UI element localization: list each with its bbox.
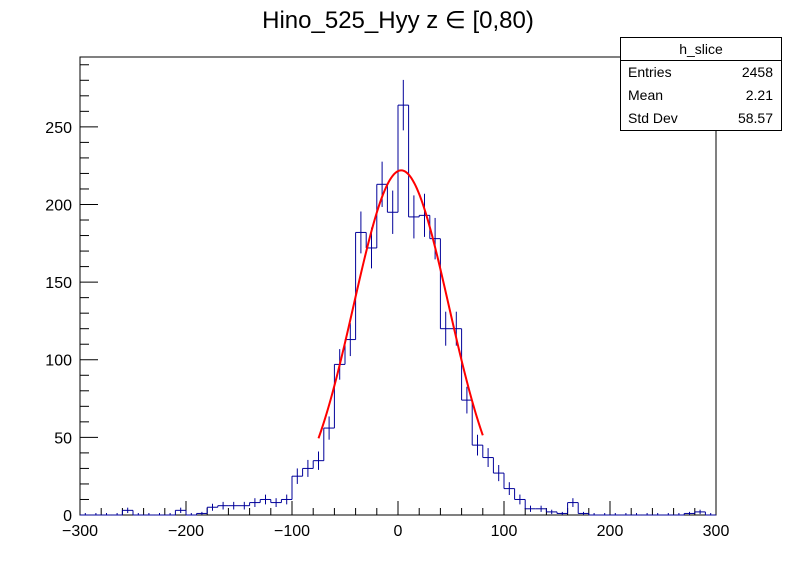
stats-name: h_slice bbox=[621, 38, 781, 61]
chart-title: Hino_525_Hyy z ∈ [0,80) bbox=[262, 7, 534, 34]
histogram-series bbox=[80, 104, 716, 516]
gaussian-fit bbox=[317, 169, 484, 439]
stats-box: h_slice Entries 2458 Mean 2.21 Std Dev 5… bbox=[620, 37, 782, 131]
y-tick-label: 250 bbox=[45, 120, 72, 137]
stats-mean-label: Mean bbox=[628, 87, 664, 103]
stats-stddev-label: Std Dev bbox=[628, 110, 678, 126]
x-tick-label: −200 bbox=[168, 523, 204, 540]
y-tick-label: 50 bbox=[54, 430, 72, 447]
x-tick-label: 300 bbox=[703, 523, 730, 540]
x-axis: −300 −200 −100 0 100 200 300 bbox=[62, 501, 729, 540]
y-tick-label: 0 bbox=[63, 508, 72, 525]
fit-curve bbox=[317, 169, 484, 439]
stats-stddev-value: 58.57 bbox=[737, 110, 773, 126]
y-tick-label: 200 bbox=[45, 197, 72, 214]
stats-mean-value: 2.21 bbox=[745, 87, 773, 103]
y-axis: 0 50 100 150 200 250 bbox=[45, 64, 98, 525]
x-tick-label: −100 bbox=[274, 523, 310, 540]
stats-entries-label: Entries bbox=[628, 64, 672, 80]
x-tick-label: 200 bbox=[597, 523, 624, 540]
stats-entries-value: 2458 bbox=[741, 64, 773, 80]
stats-row-entries: Entries 2458 bbox=[621, 61, 781, 84]
x-tick-label: 100 bbox=[491, 523, 518, 540]
y-tick-label: 150 bbox=[45, 275, 72, 292]
x-tick-label: 0 bbox=[394, 523, 403, 540]
stats-row-mean: Mean 2.21 bbox=[621, 84, 781, 107]
x-tick-label: −300 bbox=[62, 523, 98, 540]
error-bars bbox=[84, 79, 712, 515]
stats-row-stddev: Std Dev 58.57 bbox=[621, 107, 781, 130]
y-tick-label: 100 bbox=[45, 353, 72, 370]
